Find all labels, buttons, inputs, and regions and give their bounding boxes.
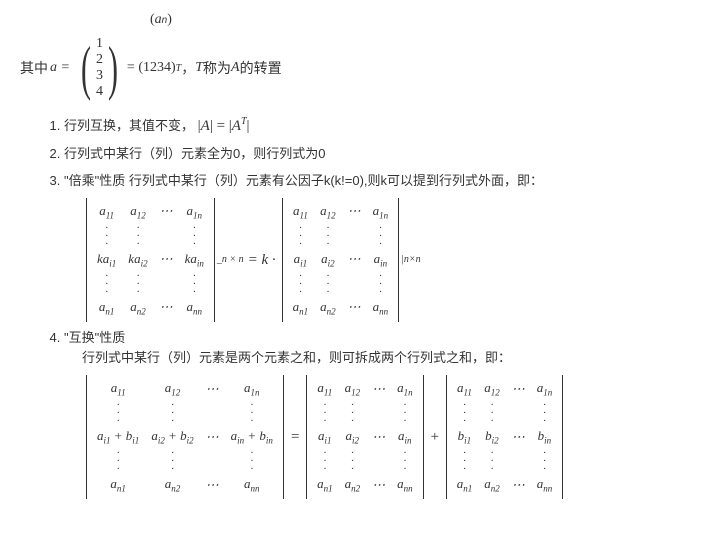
v4: 4 [96,84,103,100]
top-an-fragment: (an) [20,10,704,28]
p4-title: "互换"性质 [64,330,125,345]
p3-equation: a11a12⋯a1n·········kai1kai2⋯kain········… [84,198,704,322]
det4-mid: a11a12⋯a1n·········ai1ai2⋯ain·········an… [306,375,424,499]
a-eq: a = [50,60,70,76]
v1: 1 [96,36,103,52]
t-var: T [195,60,203,76]
prop-3: "倍乘"性质 行列式中某行（列）元素有公因子k(k!=0),则k可以提到行列式外… [64,171,704,322]
properties-list: 行列互换，其值不变， |A| = |AT| 行列式中某行（列）元素全为0，则行列… [20,114,704,499]
p1-text: 行列互换，其值不变， [64,118,194,133]
suffix2: 的转置 [240,58,282,78]
a-matrix: A [231,60,240,76]
det-right: a11a12⋯a1n·········ai1ai2⋯ain·········an… [282,198,400,322]
paren-close: ) [167,12,172,27]
prop-2: 行列式中某行（列）元素全为0，则行列式为0 [64,144,704,165]
column-vector: ( 1 2 3 4 ) [76,36,123,100]
intro-prefix: 其中 [20,58,48,78]
det4-right: a11a12⋯a1n·········bi1bi2⋯bin·········an… [446,375,564,499]
tag-nn2: |n×n [401,252,421,268]
eq-1234: = (1234) [127,60,176,76]
eq-sign: = [290,425,300,449]
v2: 2 [96,52,103,68]
plus-sign: + [430,425,440,449]
tag-nn: _n × n [217,252,244,268]
eq-k: = k · [248,248,276,272]
p4-equation: a11a12⋯a1n·········ai1 + bi1ai2 + bi2⋯ai… [84,375,704,499]
det4-left: a11a12⋯a1n·········ai1 + bi1ai2 + bi2⋯ai… [86,375,284,499]
intro-row: 其中 a = ( 1 2 3 4 ) = (1234)T ， T 称为 A 的转… [20,36,704,100]
suffix1: 称为 [203,58,231,78]
prop-4: "互换"性质 行列式中某行（列）元素是两个元素之和，则可拆成两个行列式之和，即：… [64,328,704,500]
comma: ， [181,58,195,78]
p3-text: "倍乘"性质 行列式中某行（列）元素有公因子k(k!=0),则k可以提到行列式外… [64,173,543,188]
det-left: a11a12⋯a1n·········kai1kai2⋯kain········… [86,198,215,322]
prop-1: 行列互换，其值不变， |A| = |AT| [64,114,704,138]
p2-text: 行列式中某行（列）元素全为0，则行列式为0 [64,146,325,161]
p1-t: T [241,116,247,127]
p4-desc: 行列式中某行（列）元素是两个元素之和，则可拆成两个行列式之和，即： [82,348,704,369]
a-var: a [155,12,162,27]
v3: 3 [96,68,103,84]
